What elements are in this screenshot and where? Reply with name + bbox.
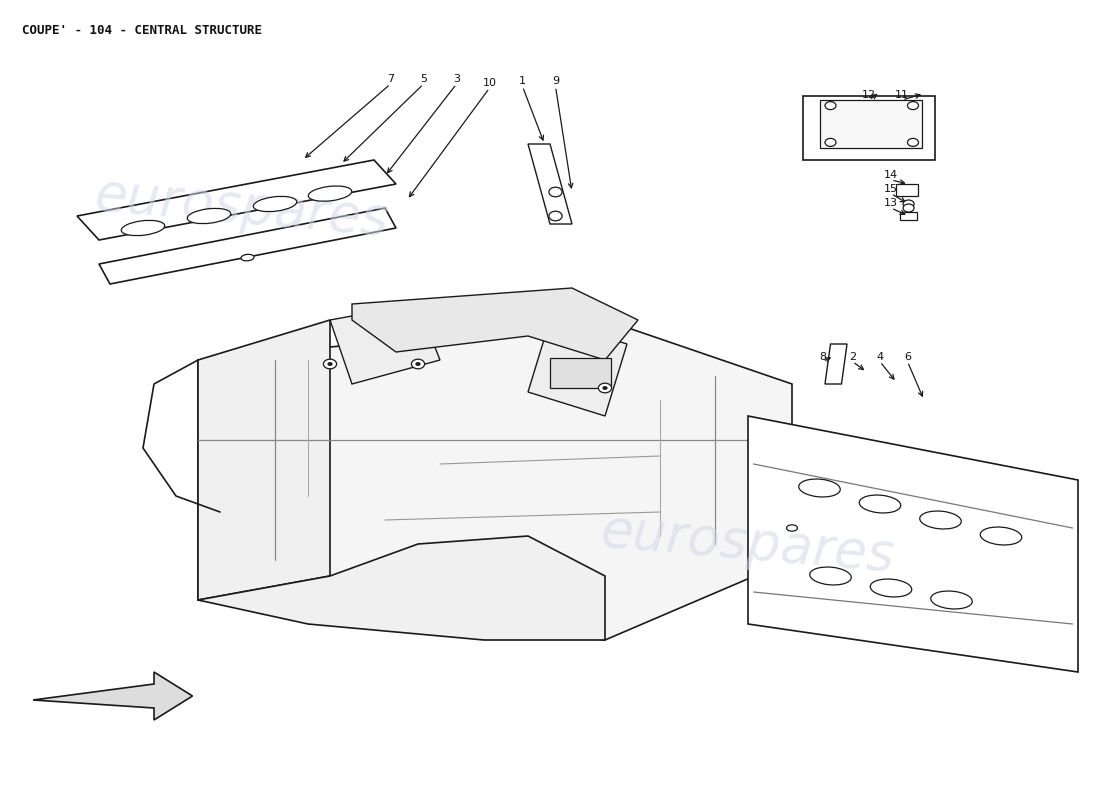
Bar: [374, 340, 440, 372]
Text: 12: 12: [862, 90, 876, 100]
Circle shape: [908, 102, 918, 110]
Text: COUPE' - 104 - CENTRAL STRUCTURE: COUPE' - 104 - CENTRAL STRUCTURE: [22, 24, 262, 37]
Circle shape: [908, 138, 918, 146]
Polygon shape: [820, 100, 922, 148]
Ellipse shape: [241, 254, 254, 261]
Circle shape: [416, 362, 420, 366]
Circle shape: [903, 204, 914, 212]
Ellipse shape: [859, 495, 901, 513]
Circle shape: [411, 359, 425, 369]
Bar: [550, 358, 610, 388]
Polygon shape: [99, 208, 396, 284]
Circle shape: [825, 138, 836, 146]
Polygon shape: [748, 416, 1078, 672]
Polygon shape: [330, 304, 440, 384]
Polygon shape: [528, 144, 572, 224]
Bar: [896, 184, 918, 196]
Text: 6: 6: [904, 351, 911, 362]
Ellipse shape: [799, 479, 840, 497]
Polygon shape: [77, 160, 396, 240]
Circle shape: [328, 362, 332, 366]
Polygon shape: [198, 320, 330, 600]
Circle shape: [549, 187, 562, 197]
Text: 10: 10: [483, 78, 496, 88]
Text: 15: 15: [884, 184, 898, 194]
Circle shape: [903, 200, 914, 208]
Bar: [900, 212, 917, 220]
Circle shape: [598, 383, 612, 393]
Circle shape: [825, 102, 836, 110]
Ellipse shape: [980, 527, 1022, 545]
Ellipse shape: [870, 579, 912, 597]
Text: 2: 2: [849, 351, 856, 362]
Circle shape: [323, 359, 337, 369]
Text: 11: 11: [895, 90, 909, 100]
Polygon shape: [198, 320, 792, 640]
Polygon shape: [803, 96, 935, 160]
Ellipse shape: [308, 186, 352, 202]
Ellipse shape: [187, 208, 231, 224]
Ellipse shape: [810, 567, 851, 585]
Ellipse shape: [786, 525, 798, 531]
Polygon shape: [352, 288, 638, 360]
Ellipse shape: [931, 591, 972, 609]
Circle shape: [603, 386, 607, 390]
Text: eurospares: eurospares: [92, 170, 392, 246]
Ellipse shape: [920, 511, 961, 529]
Text: 3: 3: [453, 74, 460, 84]
Text: 1: 1: [519, 76, 526, 86]
Text: 14: 14: [884, 170, 898, 180]
Text: 4: 4: [877, 351, 883, 362]
Polygon shape: [33, 672, 192, 720]
Text: 7: 7: [387, 74, 394, 84]
Text: 13: 13: [884, 198, 898, 208]
Text: 5: 5: [420, 74, 427, 84]
Text: eurospares: eurospares: [598, 506, 898, 582]
Polygon shape: [198, 536, 605, 640]
Circle shape: [549, 211, 562, 221]
Ellipse shape: [121, 220, 165, 236]
Polygon shape: [825, 344, 847, 384]
Text: 8: 8: [820, 351, 826, 362]
Polygon shape: [528, 320, 627, 416]
Ellipse shape: [253, 196, 297, 212]
Text: 9: 9: [552, 76, 559, 86]
